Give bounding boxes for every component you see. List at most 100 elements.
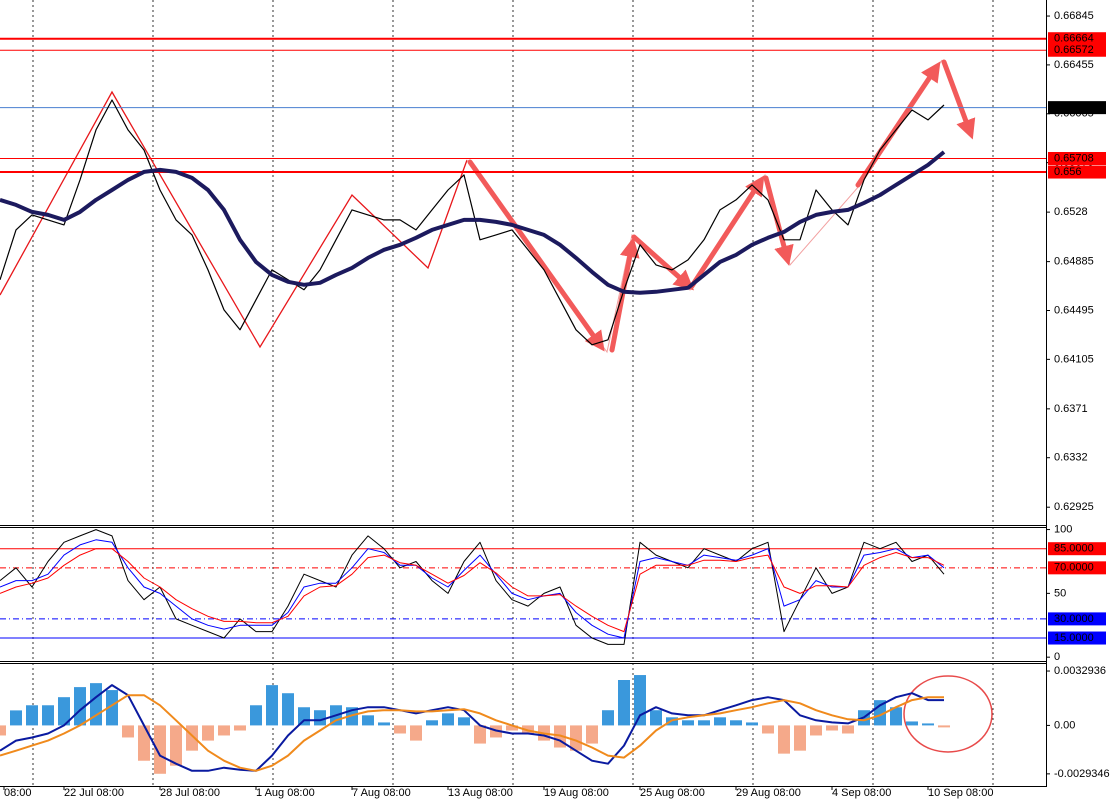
histogram-bar xyxy=(442,713,454,726)
histogram-bar xyxy=(122,725,134,738)
x-tick-label: 08:00 xyxy=(4,787,32,799)
histogram-bar xyxy=(602,710,614,726)
level-label: 0.66664 xyxy=(1054,33,1094,45)
histogram-bar xyxy=(794,725,806,751)
x-tick-label: 19 Aug 08:00 xyxy=(544,787,609,799)
histogram-bar xyxy=(298,707,310,726)
histogram-bar xyxy=(138,725,150,761)
histogram-bar xyxy=(650,710,662,726)
y-tick-label: 0.62925 xyxy=(1054,501,1094,513)
histogram-bar xyxy=(906,721,918,726)
level-label-box xyxy=(1048,101,1106,115)
histogram-bar xyxy=(890,707,902,726)
series-line xyxy=(0,694,944,772)
histogram-bar xyxy=(106,690,118,726)
y-tick-label: 0.64885 xyxy=(1054,256,1094,268)
histogram-bar xyxy=(586,725,598,744)
histogram-bar xyxy=(458,717,470,726)
y-tick-label: 0 xyxy=(1054,651,1060,663)
histogram-bar xyxy=(314,710,326,726)
series-line xyxy=(0,529,945,645)
x-tick-label: 1 Aug 08:00 xyxy=(256,787,315,799)
level-label-box xyxy=(1048,152,1106,166)
histogram-bar xyxy=(42,705,54,726)
level-label-box xyxy=(1048,165,1106,179)
x-tick-label: 28 Jul 08:00 xyxy=(160,787,220,799)
histogram-bar xyxy=(842,725,854,734)
histogram-bar xyxy=(170,725,182,766)
series-line xyxy=(0,99,945,346)
series-line xyxy=(0,548,945,633)
histogram-bar xyxy=(506,725,518,731)
histogram-bar xyxy=(714,717,726,726)
series-line xyxy=(0,539,945,639)
histogram-bar xyxy=(362,715,374,726)
histogram-bar xyxy=(730,720,742,726)
histogram-bar xyxy=(74,687,86,726)
x-tick-label: 10 Sep 08:00 xyxy=(928,787,993,799)
histogram-bar xyxy=(218,725,230,736)
arrow xyxy=(467,159,605,352)
histogram-bar xyxy=(474,725,486,744)
x-tick-label: 4 Sep 08:00 xyxy=(832,787,891,799)
x-tick-label: 25 Aug 08:00 xyxy=(640,787,705,799)
histogram-bar xyxy=(378,722,390,726)
series-line xyxy=(0,684,944,772)
y-tick-label: 0.66455 xyxy=(1054,59,1094,71)
histogram-bar xyxy=(634,675,646,726)
level-label: 0.66572 xyxy=(1054,44,1094,56)
histogram-bar xyxy=(58,697,70,726)
y-tick-label: 0.66845 xyxy=(1054,10,1094,22)
histogram-bar xyxy=(762,725,774,734)
histogram-bar xyxy=(810,725,822,736)
level-label: 85.0000 xyxy=(1054,543,1094,555)
level-label-box xyxy=(1048,542,1106,556)
histogram-bar xyxy=(410,725,422,741)
arrow xyxy=(631,234,694,291)
histogram-bar xyxy=(922,723,934,726)
histogram-bar xyxy=(10,710,22,726)
histogram-bar xyxy=(0,725,6,736)
histogram-bar xyxy=(282,693,294,726)
level-label: 30.0000 xyxy=(1054,613,1094,625)
series-line xyxy=(0,150,946,295)
histogram-bar xyxy=(570,725,582,751)
histogram-bar xyxy=(778,725,790,754)
level-label: 0.656 xyxy=(1054,166,1082,178)
histogram-bar xyxy=(618,680,630,726)
arrow xyxy=(855,61,941,188)
x-tick-label: 13 Aug 08:00 xyxy=(448,787,513,799)
histogram-bar xyxy=(826,725,838,731)
histogram-bar xyxy=(426,720,438,726)
histogram-bar xyxy=(394,725,406,734)
histogram-bar xyxy=(746,722,758,726)
histogram-bar xyxy=(250,705,262,726)
highlight-circle xyxy=(903,675,993,753)
y-tick-label: 0.00 xyxy=(1054,719,1075,731)
histogram-bar xyxy=(26,705,38,726)
arrow xyxy=(941,59,976,140)
level-label-box xyxy=(1048,612,1106,626)
y-tick-label: 0.64105 xyxy=(1054,353,1094,365)
level-label-box xyxy=(1048,561,1106,575)
histogram-bar xyxy=(186,725,198,751)
y-tick-label: 0.0032936 xyxy=(1054,665,1106,677)
x-tick-label: 7 Aug 08:00 xyxy=(352,787,411,799)
level-label: 70.0000 xyxy=(1054,562,1094,574)
level-label: 15.0000 xyxy=(1054,632,1094,644)
level-label-box xyxy=(1048,631,1106,645)
y-tick-label: 0.64495 xyxy=(1054,304,1094,316)
histogram-bar xyxy=(154,725,166,774)
level-label-box xyxy=(1048,32,1106,46)
histogram-bar xyxy=(682,720,694,726)
histogram-bar xyxy=(266,685,278,726)
arrow xyxy=(689,175,765,289)
arrow xyxy=(763,175,794,266)
histogram-bar xyxy=(938,725,950,728)
y-tick-label: 0.6332 xyxy=(1054,452,1088,464)
histogram-bar xyxy=(698,720,710,726)
y-tick-label: -0.0029346 xyxy=(1054,768,1110,780)
